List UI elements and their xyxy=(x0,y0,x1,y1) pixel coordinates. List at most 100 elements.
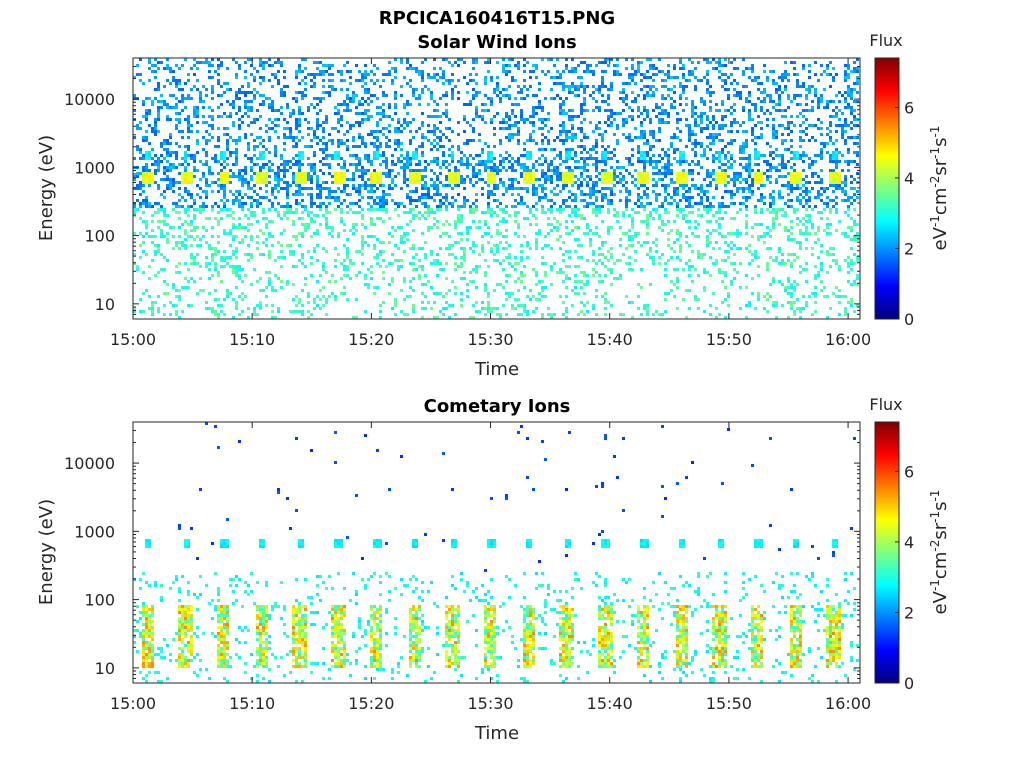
heatmap-cell xyxy=(226,292,229,295)
heatmap-cell xyxy=(349,154,352,157)
heatmap-cell xyxy=(220,184,223,187)
heatmap-cell xyxy=(643,304,646,307)
heatmap-cell xyxy=(556,184,559,187)
heatmap-cell xyxy=(496,169,499,172)
heatmap-cell xyxy=(295,154,298,157)
heatmap-cell xyxy=(457,205,460,208)
heatmap-cell xyxy=(205,88,208,91)
heatmap-cell xyxy=(205,61,208,64)
heatmap-cell xyxy=(655,73,658,76)
heatmap-cell xyxy=(514,64,517,67)
heatmap-cell xyxy=(346,139,349,142)
heatmap-cell xyxy=(244,235,247,238)
heatmap-cell xyxy=(277,136,280,139)
heatmap-cell xyxy=(301,91,304,94)
heatmap-cell xyxy=(499,121,502,124)
heatmap-cell xyxy=(493,193,496,196)
heatmap-cell xyxy=(343,229,346,232)
heatmap-cell xyxy=(517,142,520,145)
heatmap-cell xyxy=(424,202,427,205)
heatmap-cell xyxy=(592,232,595,235)
heatmap-cell xyxy=(214,247,217,250)
heatmap-cell xyxy=(358,136,361,139)
heatmap-cell xyxy=(451,73,454,76)
heatmap-cell xyxy=(445,205,448,208)
heatmap-cell xyxy=(646,154,649,157)
heatmap-cell xyxy=(526,187,529,190)
heatmap-cell xyxy=(703,178,706,181)
heatmap-cell xyxy=(520,280,523,283)
heatmap-cell xyxy=(583,166,586,169)
heatmap-cell xyxy=(469,73,472,76)
heatmap-cell xyxy=(433,127,436,130)
heatmap-cell xyxy=(409,280,412,283)
heatmap-cell xyxy=(226,145,229,148)
heatmap-cell xyxy=(178,193,181,196)
heatmap-cell xyxy=(484,232,487,235)
heatmap-cell xyxy=(724,184,727,187)
heatmap-cell xyxy=(232,163,235,166)
heatmap-cell xyxy=(520,109,523,112)
heatmap-cell xyxy=(376,181,379,184)
heatmap-cell xyxy=(166,79,169,82)
heatmap-cell xyxy=(259,301,262,304)
heatmap-cell xyxy=(277,181,280,184)
heatmap-cell xyxy=(178,181,181,184)
heatmap-cell xyxy=(397,247,400,250)
heatmap-cell xyxy=(403,157,406,160)
heatmap-cell xyxy=(409,157,412,160)
heatmap-cell xyxy=(253,148,256,151)
heatmap-cell xyxy=(220,259,223,262)
heatmap-cell xyxy=(421,307,424,310)
heatmap-cell xyxy=(322,151,325,154)
heatmap-cell xyxy=(442,82,445,85)
heatmap-cell xyxy=(334,208,337,211)
heatmap-cell xyxy=(241,208,244,211)
heatmap-cell xyxy=(454,175,457,178)
heatmap-cell xyxy=(289,250,292,253)
heatmap-cell xyxy=(259,136,262,139)
heatmap-cell xyxy=(694,202,697,205)
heatmap-cell xyxy=(382,301,385,304)
heatmap-cell xyxy=(637,145,640,148)
heatmap-cell xyxy=(457,184,460,187)
heatmap-cell xyxy=(445,247,448,250)
heatmap-cell xyxy=(364,157,367,160)
heatmap-cell xyxy=(571,136,574,139)
heatmap-cell xyxy=(574,181,577,184)
heatmap-cell xyxy=(298,154,301,157)
heatmap-cell xyxy=(220,217,223,220)
heatmap-cell xyxy=(598,205,601,208)
heatmap-cell xyxy=(586,223,589,226)
heatmap-cell xyxy=(259,175,262,178)
heatmap-cell xyxy=(265,124,268,127)
heatmap-cell xyxy=(433,172,436,175)
heatmap-cell xyxy=(541,58,544,61)
heatmap-cell xyxy=(496,283,499,286)
heatmap-cell xyxy=(469,211,472,214)
heatmap-cell xyxy=(430,262,433,265)
heatmap-cell xyxy=(172,166,175,169)
heatmap-cell xyxy=(280,286,283,289)
heatmap-cell xyxy=(421,178,424,181)
heatmap-cell xyxy=(316,73,319,76)
heatmap-cell xyxy=(619,91,622,94)
heatmap-cell xyxy=(370,79,373,82)
heatmap-cell xyxy=(427,139,430,142)
heatmap-cell xyxy=(490,157,493,160)
heatmap-cell xyxy=(517,64,520,67)
heatmap-cell xyxy=(307,310,310,313)
heatmap-cell xyxy=(673,199,676,202)
heatmap-cell xyxy=(664,196,667,199)
heatmap-cell xyxy=(721,280,724,283)
heatmap-cell xyxy=(292,235,295,238)
heatmap-cell xyxy=(397,202,400,205)
heatmap-cell xyxy=(616,70,619,73)
heatmap-cell xyxy=(562,202,565,205)
heatmap-cell xyxy=(439,193,442,196)
heatmap-cell xyxy=(214,217,217,220)
heatmap-cell xyxy=(154,97,157,100)
heatmap-cell xyxy=(178,241,181,244)
heatmap-cell xyxy=(679,172,682,175)
heatmap-cell xyxy=(670,196,673,199)
